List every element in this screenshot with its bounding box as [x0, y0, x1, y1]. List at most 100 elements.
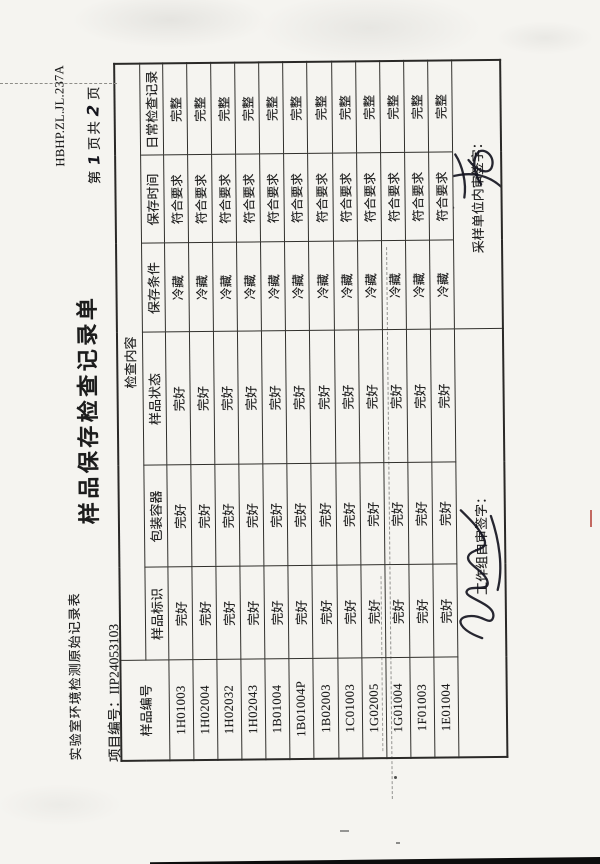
page-word: 共 [86, 119, 102, 135]
red-pen-mark-artifact [590, 510, 592, 527]
sample-state-cell: 完好 [189, 331, 215, 466]
container-cell: 完好 [190, 464, 216, 568]
sample-id-cell: 1G01004 [385, 657, 411, 759]
ink-speck [394, 776, 397, 779]
sample-state-cell: 完好 [334, 330, 360, 464]
sample-id-cell: 1C01003 [337, 658, 363, 759]
sample-state-cell: 完好 [237, 331, 264, 465]
sample-label-cell: 完好 [408, 564, 434, 658]
container-cell: 完好 [166, 465, 192, 568]
sample-label-cell: 完好 [167, 567, 193, 661]
header-sample-label: 样品标识 [144, 567, 169, 661]
sample-label-cell: 完好 [288, 565, 314, 660]
sampling-unit-handwritten-signature [451, 150, 503, 210]
sample-label-cell: 完好 [215, 566, 241, 660]
storage-time-cell: 符合要求 [187, 154, 213, 244]
storage-condition-cell: 冷藏 [188, 242, 214, 333]
sample-state-cell: 完好 [213, 331, 239, 465]
sample-label-cell: 完好 [312, 565, 338, 659]
storage-time-cell: 符合要求 [235, 154, 261, 243]
signature-row: 工作组自审签字： 采样单位内审签字： [451, 59, 508, 758]
sample-label-cell: 完好 [433, 564, 459, 658]
handwritten-total-pages: 2 [83, 102, 103, 117]
storage-condition-cell: 冷藏 [260, 242, 286, 332]
storage-time-cell: 符合要求 [308, 153, 334, 242]
paper-edge-dashed-line [0, 83, 117, 84]
work-group-signature-cell: 工作组自审签字： [454, 328, 508, 758]
storage-condition-cell: 冷藏 [381, 240, 407, 331]
container-cell: 完好 [263, 464, 289, 567]
storage-time-cell: 符合要求 [356, 153, 382, 242]
storage-time-cell: 符合要求 [211, 154, 237, 243]
sample-label-cell: 完好 [336, 565, 362, 659]
storage-condition-cell: 冷藏 [236, 242, 262, 332]
sample-id-cell: 1B01004 [265, 659, 291, 760]
page-number-line: 第1页共2页 [82, 84, 103, 184]
container-cell: 完好 [407, 462, 434, 565]
daily-check-cell: 完整 [258, 62, 284, 155]
document-title: 样品保存检查记录单 [74, 294, 102, 525]
daily-check-cell: 完整 [162, 63, 188, 156]
daily-check-cell: 完整 [379, 60, 405, 154]
header-daily-check: 日常检查记录 [139, 63, 164, 156]
sample-label-cell: 完好 [384, 564, 410, 659]
sample-id-cell: 1B02003 [313, 658, 339, 759]
container-cell: 完好 [311, 463, 337, 566]
storage-condition-cell: 冷藏 [357, 241, 383, 331]
storage-condition-cell: 冷藏 [164, 243, 190, 333]
storage-condition-cell: 冷藏 [212, 242, 238, 332]
form-code-text: HBHP.ZL.JL.237A [52, 65, 68, 167]
header-sample-id: 样品编号 [120, 660, 170, 761]
handwritten-current-page: 1 [84, 152, 104, 167]
storage-time-cell: 符合要求 [428, 152, 454, 241]
sample-state-cell: 完好 [309, 330, 336, 464]
storage-time-cell: 符合要求 [380, 152, 406, 242]
sample-state-cell: 完好 [261, 331, 288, 465]
storage-condition-cell: 冷藏 [405, 240, 431, 330]
sample-state-cell: 完好 [430, 329, 457, 463]
daily-check-cell: 完整 [403, 60, 429, 153]
page-word: 页 [86, 134, 103, 151]
daily-check-cell: 完整 [427, 60, 453, 153]
page-word: 页 [86, 84, 102, 101]
storage-condition-cell: 冷藏 [308, 241, 335, 331]
daily-check-cell: 完整 [282, 61, 309, 155]
sample-state-cell: 完好 [382, 329, 408, 464]
sample-id-cell: 1H02043 [240, 659, 267, 760]
sample-label-cell: 完好 [264, 566, 290, 660]
sample-preservation-table: 样品编号 检查内容 样品标识 包装容器 样品状态 保存条件 保存时间 日常检查记… [113, 58, 509, 762]
container-cell: 完好 [238, 464, 265, 567]
sampling-unit-signature-cell: 采样单位内审签字： [451, 59, 503, 330]
sample-state-cell: 完好 [358, 330, 384, 464]
storage-condition-cell: 冷藏 [284, 241, 310, 332]
header-container: 包装容器 [143, 465, 168, 568]
daily-check-cell: 完整 [355, 61, 381, 154]
daily-check-cell: 完整 [186, 62, 212, 156]
sample-state-cell: 完好 [285, 330, 312, 465]
container-cell: 完好 [335, 463, 361, 566]
sample-state-cell: 完好 [406, 329, 432, 463]
container-cell: 完好 [287, 463, 313, 567]
header-storage-time: 保存时间 [140, 155, 165, 244]
storage-time-cell: 符合要求 [332, 153, 358, 242]
sample-id-cell: 1F01003 [409, 657, 436, 758]
sample-id-cell: 1H02004 [192, 659, 218, 761]
storage-time-cell: 符合要求 [163, 155, 189, 244]
ink-speck [340, 830, 349, 832]
sample-label-cell: 完好 [240, 566, 266, 660]
lab-form-name: 实验室环境检测原始记录表 [66, 592, 84, 761]
sample-id-cell: 1E01004 [433, 657, 460, 758]
storage-time-cell: 符合要求 [259, 154, 285, 243]
scanner-edge-bar [150, 856, 600, 864]
daily-check-cell: 完整 [234, 62, 260, 155]
daily-check-cell: 完整 [307, 61, 333, 154]
work-group-handwritten-signature [459, 509, 502, 640]
storage-condition-cell: 冷藏 [333, 241, 359, 331]
storage-time-cell: 符合要求 [283, 153, 309, 243]
sample-label-cell: 完好 [191, 566, 217, 661]
storage-condition-cell: 冷藏 [429, 240, 455, 330]
ink-speck [396, 842, 400, 844]
sample-id-cell: 1H02032 [216, 659, 243, 760]
